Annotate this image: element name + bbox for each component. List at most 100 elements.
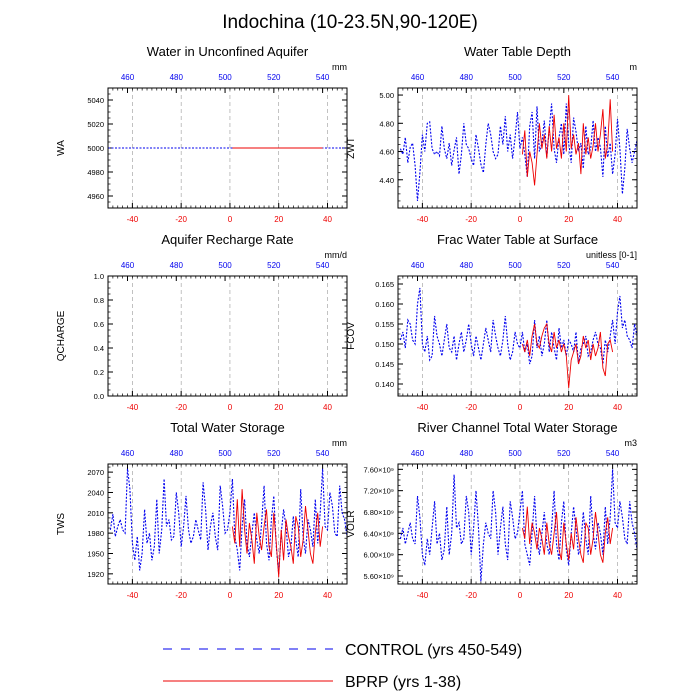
y-tick-label: 4.60 <box>379 148 394 157</box>
x-tick-label-top: 460 <box>121 261 135 270</box>
legend: CONTROL (yrs 450-549) BPRP (yrs 1-38) <box>163 642 522 691</box>
y-tick-label: 4960 <box>87 192 104 201</box>
y-axis-label: FCOV <box>346 322 357 350</box>
x-tick-label-bottom: 0 <box>228 591 233 600</box>
x-tick-label-bottom: 20 <box>564 591 573 600</box>
x-tick-label-top: 460 <box>411 449 425 458</box>
x-tick-label-bottom: 40 <box>613 403 622 412</box>
panel-title: Water in Unconfined Aquifer <box>147 44 309 59</box>
y-tick-label: 5000 <box>87 144 104 153</box>
x-tick-label-top: 520 <box>557 261 571 270</box>
x-tick-label-bottom: 0 <box>518 403 523 412</box>
legend-bprp-label: BPRP (yrs 1-38) <box>345 674 461 691</box>
y-axis-label: QCHARGE <box>56 310 67 361</box>
series-control-line <box>399 103 638 201</box>
y-axis-label: ZWT <box>346 137 357 159</box>
x-tick-label-top: 540 <box>316 449 330 458</box>
x-tick-label-bottom: 20 <box>564 215 573 224</box>
plot-frame <box>107 87 348 209</box>
y-tick-label: 0.140 <box>375 380 394 389</box>
y-tick-label: 0.155 <box>375 320 394 329</box>
panel-volr: River Channel Total Water Storage m3 VOLR -… <box>346 420 638 600</box>
x-tick-label-top: 520 <box>267 449 281 458</box>
y-tick-label: 2040 <box>87 488 104 497</box>
y-axis-label: WA <box>56 140 67 156</box>
y-tick-label: 5.00 <box>379 91 394 100</box>
series-bprp-line <box>521 506 614 563</box>
x-tick-label-top: 460 <box>121 73 135 82</box>
x-tick-label-top: 500 <box>218 73 232 82</box>
y-axis-label: TWS <box>56 513 67 536</box>
y-tick-label: 0.6 <box>94 320 104 329</box>
y-tick-label: 1950 <box>87 549 104 558</box>
x-tick-label-bottom: 0 <box>518 591 523 600</box>
units-label: mm <box>332 62 347 72</box>
units-label: unitless [0-1] <box>586 250 637 260</box>
x-tick-label-top: 460 <box>411 73 425 82</box>
x-tick-label-bottom: 20 <box>274 403 283 412</box>
x-tick-label-bottom: -20 <box>465 403 477 412</box>
panels-group: Water in Unconfined Aquifer mm WA -40 460 -20… <box>56 44 638 600</box>
x-tick-label-top: 520 <box>267 73 281 82</box>
y-tick-label: 0.4 <box>94 344 104 353</box>
units-label: mm/d <box>325 250 348 260</box>
x-tick-label-top: 540 <box>606 73 620 82</box>
panel-title: Water Table Depth <box>464 44 571 59</box>
y-tick-label: 0.8 <box>94 296 104 305</box>
y-tick-label: 0.165 <box>375 280 394 289</box>
y-tick-label: 5.60×10⁹ <box>363 572 394 581</box>
series-bprp-line <box>521 322 614 389</box>
x-tick-label-bottom: 20 <box>274 591 283 600</box>
x-tick-label-bottom: 40 <box>613 215 622 224</box>
x-tick-label-top: 540 <box>606 449 620 458</box>
x-tick-label-top: 520 <box>557 73 571 82</box>
units-label: m <box>630 62 638 72</box>
y-tick-label: 5020 <box>87 120 104 129</box>
x-tick-label-bottom: -40 <box>127 215 139 224</box>
x-tick-label-bottom: -40 <box>417 403 429 412</box>
panel-fcov: Frac Water Table at Surface unitless [0-1… <box>346 232 638 412</box>
series-control-line <box>399 469 638 582</box>
plot-frame <box>107 275 348 397</box>
plot-frame <box>397 275 638 397</box>
panel-wa: Water in Unconfined Aquifer mm WA -40 460 -20… <box>56 44 348 224</box>
x-tick-label-bottom: 0 <box>518 215 523 224</box>
series-bprp-line <box>231 489 324 578</box>
series-control-line <box>399 287 638 365</box>
x-tick-label-bottom: 20 <box>274 215 283 224</box>
x-tick-label-top: 520 <box>557 449 571 458</box>
x-tick-label-top: 460 <box>121 449 135 458</box>
x-tick-label-bottom: -20 <box>175 591 187 600</box>
units-label: m3 <box>624 438 637 448</box>
plot-frame <box>397 87 638 209</box>
x-tick-label-top: 480 <box>170 73 184 82</box>
x-tick-label-bottom: -20 <box>175 215 187 224</box>
y-tick-label: 2070 <box>87 468 104 477</box>
x-tick-label-top: 520 <box>267 261 281 270</box>
x-tick-label-top: 500 <box>218 449 232 458</box>
x-tick-label-bottom: 40 <box>323 591 332 600</box>
x-tick-label-top: 460 <box>411 261 425 270</box>
y-tick-label: 7.60×10⁹ <box>363 465 394 474</box>
x-tick-label-bottom: 40 <box>323 215 332 224</box>
panel-qcharge: Aquifer Recharge Rate mm/d QCHARGE -40 460 -2… <box>56 232 348 412</box>
y-tick-label: 6.80×10⁹ <box>363 508 394 517</box>
y-tick-label: 1980 <box>87 529 104 538</box>
y-tick-label: 0.160 <box>375 300 394 309</box>
x-tick-label-bottom: 40 <box>323 403 332 412</box>
plot-frame <box>107 463 348 585</box>
x-tick-label-bottom: -20 <box>465 215 477 224</box>
units-label: mm <box>332 438 347 448</box>
x-tick-label-bottom: 20 <box>564 403 573 412</box>
y-tick-label: 0.150 <box>375 340 394 349</box>
y-tick-label: 0.2 <box>94 368 104 377</box>
y-tick-label: 0.0 <box>94 392 104 401</box>
panel-title: Frac Water Table at Surface <box>437 232 598 247</box>
x-tick-label-top: 500 <box>508 73 522 82</box>
x-tick-label-top: 540 <box>316 73 330 82</box>
x-tick-label-bottom: -40 <box>127 591 139 600</box>
panel-zwt: Water Table Depth m ZWT -40 460 -20 480 0 500 20 5… <box>346 44 638 224</box>
x-tick-label-top: 500 <box>508 261 522 270</box>
x-tick-label-top: 500 <box>218 261 232 270</box>
x-tick-label-bottom: 40 <box>613 591 622 600</box>
